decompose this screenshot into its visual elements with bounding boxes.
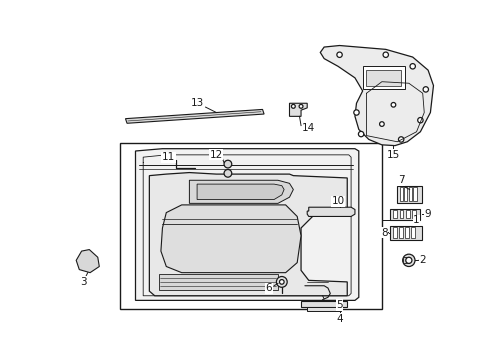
Circle shape: [379, 122, 384, 126]
Polygon shape: [289, 103, 306, 116]
Circle shape: [390, 103, 395, 107]
Circle shape: [405, 257, 411, 264]
Polygon shape: [125, 109, 264, 123]
Circle shape: [409, 64, 414, 69]
Circle shape: [336, 52, 342, 58]
Bar: [398, 227, 402, 238]
Circle shape: [398, 137, 403, 142]
Bar: [301, 301, 346, 307]
Polygon shape: [189, 180, 293, 203]
Bar: [366, 70, 400, 86]
Circle shape: [224, 170, 231, 177]
Bar: [393, 210, 396, 218]
Text: 12: 12: [209, 150, 223, 160]
Bar: [392, 227, 396, 238]
Text: 6: 6: [265, 283, 271, 293]
Circle shape: [417, 117, 422, 123]
Circle shape: [299, 104, 303, 108]
Bar: [399, 210, 403, 218]
Bar: [389, 209, 420, 220]
Polygon shape: [76, 249, 99, 273]
Polygon shape: [197, 184, 284, 199]
Circle shape: [382, 52, 387, 58]
Circle shape: [291, 104, 295, 108]
Bar: [362, 66, 404, 89]
Bar: [404, 187, 407, 201]
Bar: [306, 307, 341, 311]
Polygon shape: [306, 207, 354, 216]
Polygon shape: [135, 149, 358, 300]
Text: 3: 3: [81, 277, 87, 287]
Polygon shape: [320, 45, 432, 145]
Bar: [396, 186, 421, 203]
Text: 14: 14: [302, 123, 315, 133]
Text: 7: 7: [397, 175, 404, 185]
Bar: [405, 210, 409, 218]
Text: 2: 2: [419, 255, 425, 265]
Text: 9: 9: [424, 209, 430, 219]
Text: 4: 4: [336, 314, 342, 324]
Text: 5: 5: [336, 300, 342, 310]
Bar: [410, 227, 414, 238]
Circle shape: [402, 254, 414, 266]
Circle shape: [276, 276, 286, 287]
Bar: [411, 210, 415, 218]
Bar: [413, 187, 416, 201]
Circle shape: [358, 131, 363, 137]
Circle shape: [422, 87, 427, 92]
Circle shape: [279, 280, 284, 284]
Bar: [399, 187, 402, 201]
Bar: [404, 227, 408, 238]
Polygon shape: [158, 274, 277, 289]
Circle shape: [353, 110, 359, 115]
Text: 10: 10: [331, 196, 344, 206]
Text: 1: 1: [412, 215, 419, 225]
Circle shape: [224, 160, 231, 168]
Bar: [403, 257, 408, 264]
Bar: [389, 226, 421, 239]
Text: 13: 13: [190, 98, 203, 108]
Text: 8: 8: [380, 228, 386, 238]
Bar: [408, 187, 411, 201]
Polygon shape: [149, 172, 346, 296]
Polygon shape: [161, 205, 301, 273]
Text: 11: 11: [162, 152, 175, 162]
Text: 15: 15: [386, 150, 399, 160]
Bar: [120, 143, 381, 309]
